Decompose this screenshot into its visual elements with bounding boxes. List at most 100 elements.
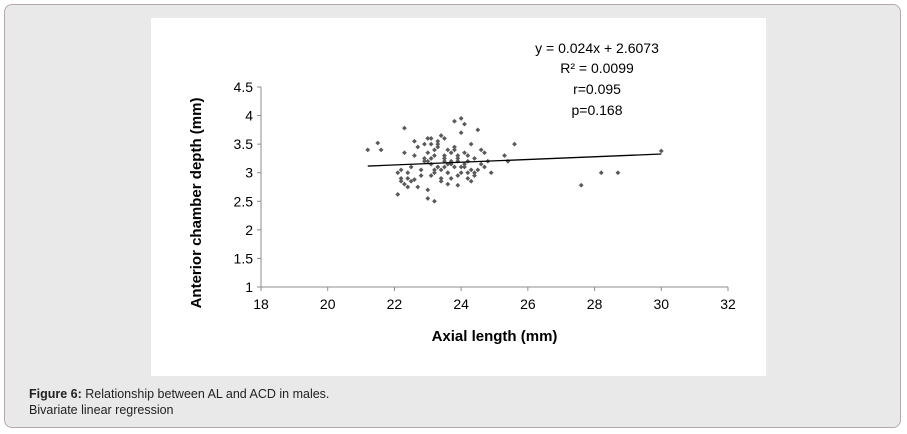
data-point [458, 170, 464, 176]
data-point [465, 170, 471, 176]
caption-text: Relationship between AL and ACD in males… [81, 387, 330, 401]
data-point [418, 173, 424, 178]
data-point [578, 182, 584, 188]
data-point [488, 170, 494, 176]
data-point [475, 127, 481, 133]
x-tick-label: 24 [453, 296, 469, 312]
regression-annotation: p=0.168 [572, 102, 623, 118]
data-point [462, 161, 467, 167]
data-point [452, 118, 457, 124]
data-point [435, 141, 441, 147]
data-point [428, 141, 434, 147]
data-point [422, 141, 427, 147]
data-point [425, 150, 431, 156]
chart-panel: 1 1.5 2 2.5 3 3.5 4 4.5 18 20 22 24 26 28 30 32 Axial l… [151, 18, 766, 376]
data-point [458, 116, 464, 121]
x-axis-title: Axial length (mm) [432, 328, 558, 345]
data-point [455, 153, 461, 158]
data-point [428, 136, 434, 141]
data-point [398, 176, 404, 181]
data-point [408, 164, 414, 170]
trendline-group [367, 153, 662, 167]
data-point [465, 176, 471, 181]
data-point [408, 178, 414, 184]
data-point [442, 153, 447, 158]
data-point [425, 136, 431, 141]
x-tick-label: 18 [253, 296, 269, 312]
data-point [445, 170, 451, 176]
data-point [455, 182, 461, 188]
data-point [412, 138, 417, 144]
data-point [442, 156, 447, 161]
data-point [455, 173, 461, 178]
x-tick-label: 26 [520, 296, 536, 312]
data-point [472, 156, 477, 161]
x-tick-label: 22 [387, 296, 403, 312]
data-point [438, 176, 444, 181]
data-point [438, 167, 444, 173]
data-point [365, 147, 371, 153]
data-point [452, 164, 457, 170]
data-point [415, 144, 421, 150]
y-tick-label: 3.5 [234, 136, 254, 152]
y-tick-label: 1 [245, 279, 253, 295]
data-point [402, 150, 407, 156]
data-point [448, 150, 454, 156]
data-point [452, 144, 457, 150]
data-point [435, 138, 441, 144]
y-tick-label: 4 [245, 108, 253, 124]
y-tick-label: 1.5 [234, 250, 254, 266]
data-point [475, 167, 481, 173]
data-point [472, 170, 477, 176]
data-point [502, 153, 507, 158]
data-point [378, 147, 384, 153]
data-point [425, 187, 431, 193]
caption-line2: Bivariate linear regression [29, 403, 174, 417]
data-point [658, 148, 664, 154]
data-point [395, 192, 401, 197]
figure-frame: 1 1.5 2 2.5 3 3.5 4 4.5 18 20 22 24 26 28 30 32 Axial l… [4, 4, 901, 428]
y-axis-title: Anterior chamber depth (mm) [188, 98, 205, 309]
data-point [512, 141, 517, 147]
data-point [462, 121, 467, 127]
data-point [402, 125, 407, 131]
data-point [458, 164, 464, 170]
data-point [432, 167, 437, 173]
data-point [428, 173, 434, 178]
axes: 1 1.5 2 2.5 3 3.5 4 4.5 18 20 22 24 26 28 30 32 [234, 79, 736, 312]
scatter-chart: 1 1.5 2 2.5 3 3.5 4 4.5 18 20 22 24 26 28 30 32 Axial l… [188, 40, 736, 345]
data-point [428, 156, 434, 161]
data-point [615, 170, 621, 176]
y-tick-label: 3 [245, 165, 253, 181]
figure-caption: Figure 6: Relationship between AL and AC… [29, 386, 329, 418]
data-point [435, 164, 441, 170]
data-point [478, 147, 484, 153]
data-point [398, 178, 404, 184]
data-point [455, 156, 461, 161]
data-point [422, 156, 427, 161]
data-point [452, 147, 457, 153]
data-point [482, 150, 487, 156]
data-point [425, 196, 431, 201]
data-point [432, 153, 437, 158]
data-point [442, 164, 447, 170]
data-point [462, 164, 467, 170]
data-point [402, 181, 407, 187]
data-point [398, 167, 404, 173]
data-point [438, 133, 444, 138]
data-point [472, 173, 477, 178]
data-point [468, 167, 474, 173]
data-point [425, 158, 431, 164]
data-point [432, 198, 437, 204]
data-point [482, 164, 487, 170]
x-tick-label: 28 [587, 296, 603, 312]
trendline [367, 153, 662, 167]
y-tick-label: 2 [245, 222, 253, 238]
data-point [375, 140, 381, 146]
data-point [415, 184, 421, 190]
data-point [458, 130, 464, 136]
data-point [468, 178, 474, 184]
y-tick-label: 4.5 [234, 79, 254, 95]
chart-labels: Axial length (mm) Anterior chamber depth … [188, 40, 659, 345]
data-point [438, 178, 444, 184]
